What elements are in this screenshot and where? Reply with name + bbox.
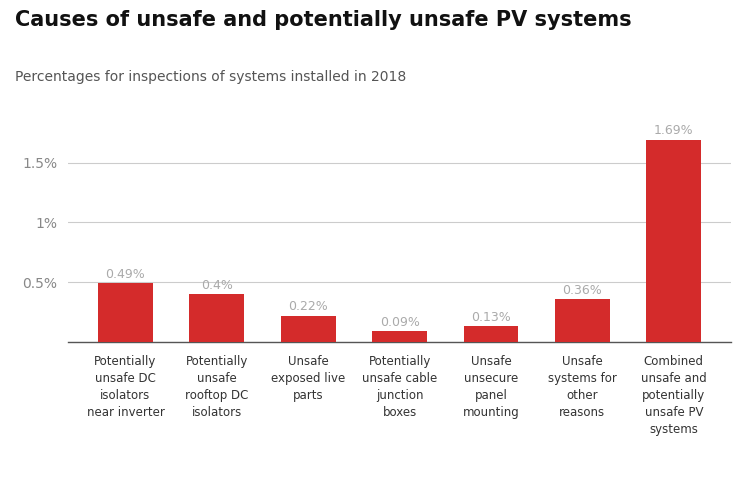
Bar — [189, 294, 244, 342]
Text: 0.36%: 0.36% — [562, 284, 602, 297]
Text: 0.22%: 0.22% — [288, 300, 328, 313]
Bar — [98, 283, 153, 342]
Bar — [646, 140, 701, 342]
Text: 0.13%: 0.13% — [471, 311, 511, 324]
Text: 1.69%: 1.69% — [654, 124, 694, 137]
Bar — [555, 299, 610, 342]
Text: 0.49%: 0.49% — [106, 268, 146, 281]
Text: Causes of unsafe and potentially unsafe PV systems: Causes of unsafe and potentially unsafe … — [15, 10, 632, 30]
Bar — [464, 326, 519, 342]
Bar — [372, 331, 427, 342]
Text: 0.4%: 0.4% — [201, 279, 233, 292]
Text: 0.09%: 0.09% — [380, 316, 419, 329]
Bar — [280, 316, 336, 342]
Text: Percentages for inspections of systems installed in 2018: Percentages for inspections of systems i… — [15, 70, 406, 85]
